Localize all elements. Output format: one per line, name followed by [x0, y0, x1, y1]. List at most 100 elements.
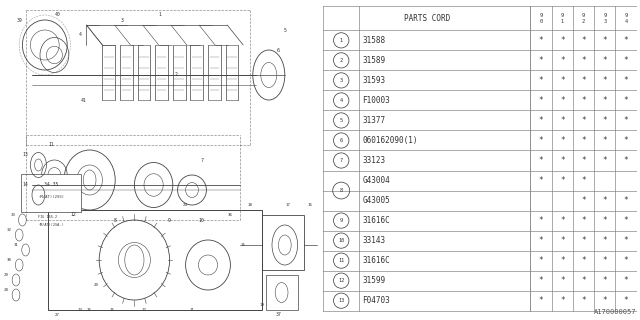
Text: 16: 16: [308, 203, 313, 207]
Text: 4: 4: [79, 33, 81, 37]
Text: *: *: [560, 116, 564, 125]
Text: 2: 2: [340, 58, 343, 63]
Text: 20: 20: [93, 283, 99, 287]
Text: *: *: [538, 156, 543, 165]
Text: *: *: [538, 36, 543, 45]
Text: *: *: [560, 296, 564, 305]
Text: *: *: [538, 116, 543, 125]
Text: *: *: [581, 56, 586, 65]
Text: 13: 13: [23, 153, 28, 157]
Text: 17: 17: [285, 203, 291, 207]
Text: 30: 30: [7, 258, 12, 262]
Text: *: *: [602, 76, 607, 85]
Text: *: *: [602, 116, 607, 125]
Text: 33: 33: [10, 213, 15, 217]
Text: *: *: [560, 216, 564, 225]
Text: PARTS CORD: PARTS CORD: [404, 14, 450, 23]
Text: 22: 22: [141, 308, 147, 312]
Text: 33143: 33143: [362, 236, 385, 245]
Text: 5: 5: [340, 118, 343, 123]
Text: *: *: [602, 236, 607, 245]
Text: 060162090(1): 060162090(1): [362, 136, 418, 145]
Text: *: *: [602, 296, 607, 305]
Text: (M/AT)(2SA-): (M/AT)(2SA-): [38, 223, 64, 227]
Text: *: *: [538, 236, 543, 245]
Text: 31: 31: [13, 243, 19, 247]
Text: 7: 7: [200, 157, 203, 163]
Text: 3: 3: [120, 18, 123, 22]
Text: *: *: [624, 276, 628, 285]
FancyBboxPatch shape: [22, 173, 81, 212]
Text: *: *: [581, 196, 586, 205]
Text: G43004: G43004: [362, 176, 390, 185]
Text: 9: 9: [340, 218, 343, 223]
Text: *: *: [602, 196, 607, 205]
Text: *: *: [624, 256, 628, 265]
Text: 8: 8: [340, 188, 343, 193]
Text: *: *: [538, 176, 543, 185]
Text: *: *: [581, 216, 586, 225]
Text: *: *: [560, 136, 564, 145]
Text: *: *: [560, 256, 564, 265]
Text: 18: 18: [247, 203, 252, 207]
Text: A170000057: A170000057: [595, 309, 637, 315]
Text: *: *: [581, 276, 586, 285]
Text: *: *: [538, 296, 543, 305]
Text: *: *: [581, 116, 586, 125]
Text: 29: 29: [4, 273, 9, 277]
Text: *: *: [581, 96, 586, 105]
Text: *: *: [602, 36, 607, 45]
Text: *: *: [560, 276, 564, 285]
Text: 32: 32: [7, 228, 12, 232]
Text: *: *: [538, 216, 543, 225]
Text: 7: 7: [340, 158, 343, 163]
Text: 15: 15: [241, 243, 246, 247]
Text: *: *: [581, 236, 586, 245]
Text: 27: 27: [55, 313, 60, 317]
Text: 4: 4: [340, 98, 343, 103]
Text: 39: 39: [17, 18, 22, 22]
Text: 9
1: 9 1: [561, 13, 564, 24]
Text: *: *: [624, 236, 628, 245]
Text: *: *: [624, 196, 628, 205]
Text: *: *: [602, 216, 607, 225]
Text: 26: 26: [87, 308, 92, 312]
Text: *: *: [560, 96, 564, 105]
Text: *: *: [602, 56, 607, 65]
Text: *: *: [581, 156, 586, 165]
Text: (M/AT)(2SS): (M/AT)(2SS): [38, 196, 64, 199]
Text: 31377: 31377: [362, 116, 385, 125]
Text: *: *: [624, 216, 628, 225]
Text: *: *: [581, 36, 586, 45]
Text: 31616C: 31616C: [362, 216, 390, 225]
Text: 11: 11: [49, 142, 54, 148]
Text: 40: 40: [55, 12, 60, 18]
Text: 6: 6: [340, 138, 343, 143]
Text: 9
3: 9 3: [604, 13, 606, 24]
Text: 31599: 31599: [362, 276, 385, 285]
Text: 31593: 31593: [362, 76, 385, 85]
Text: *: *: [560, 56, 564, 65]
Text: *: *: [624, 296, 628, 305]
Text: *: *: [602, 276, 607, 285]
Text: *: *: [560, 36, 564, 45]
Text: 6: 6: [277, 47, 280, 52]
Text: F10003: F10003: [362, 96, 390, 105]
Text: *: *: [560, 156, 564, 165]
Text: *: *: [538, 56, 543, 65]
Text: *: *: [538, 96, 543, 105]
Text: 25: 25: [109, 308, 115, 312]
Text: 28: 28: [4, 288, 9, 292]
Text: 5: 5: [284, 28, 286, 33]
Text: *: *: [581, 176, 586, 185]
Text: 21: 21: [189, 308, 195, 312]
Text: *: *: [581, 256, 586, 265]
Text: *: *: [624, 156, 628, 165]
Text: 33123: 33123: [362, 156, 385, 165]
Text: 1: 1: [159, 12, 161, 18]
Text: 34 35: 34 35: [44, 182, 58, 188]
Text: *: *: [624, 116, 628, 125]
Text: 37: 37: [276, 313, 281, 317]
Text: *: *: [581, 76, 586, 85]
Text: *: *: [602, 96, 607, 105]
